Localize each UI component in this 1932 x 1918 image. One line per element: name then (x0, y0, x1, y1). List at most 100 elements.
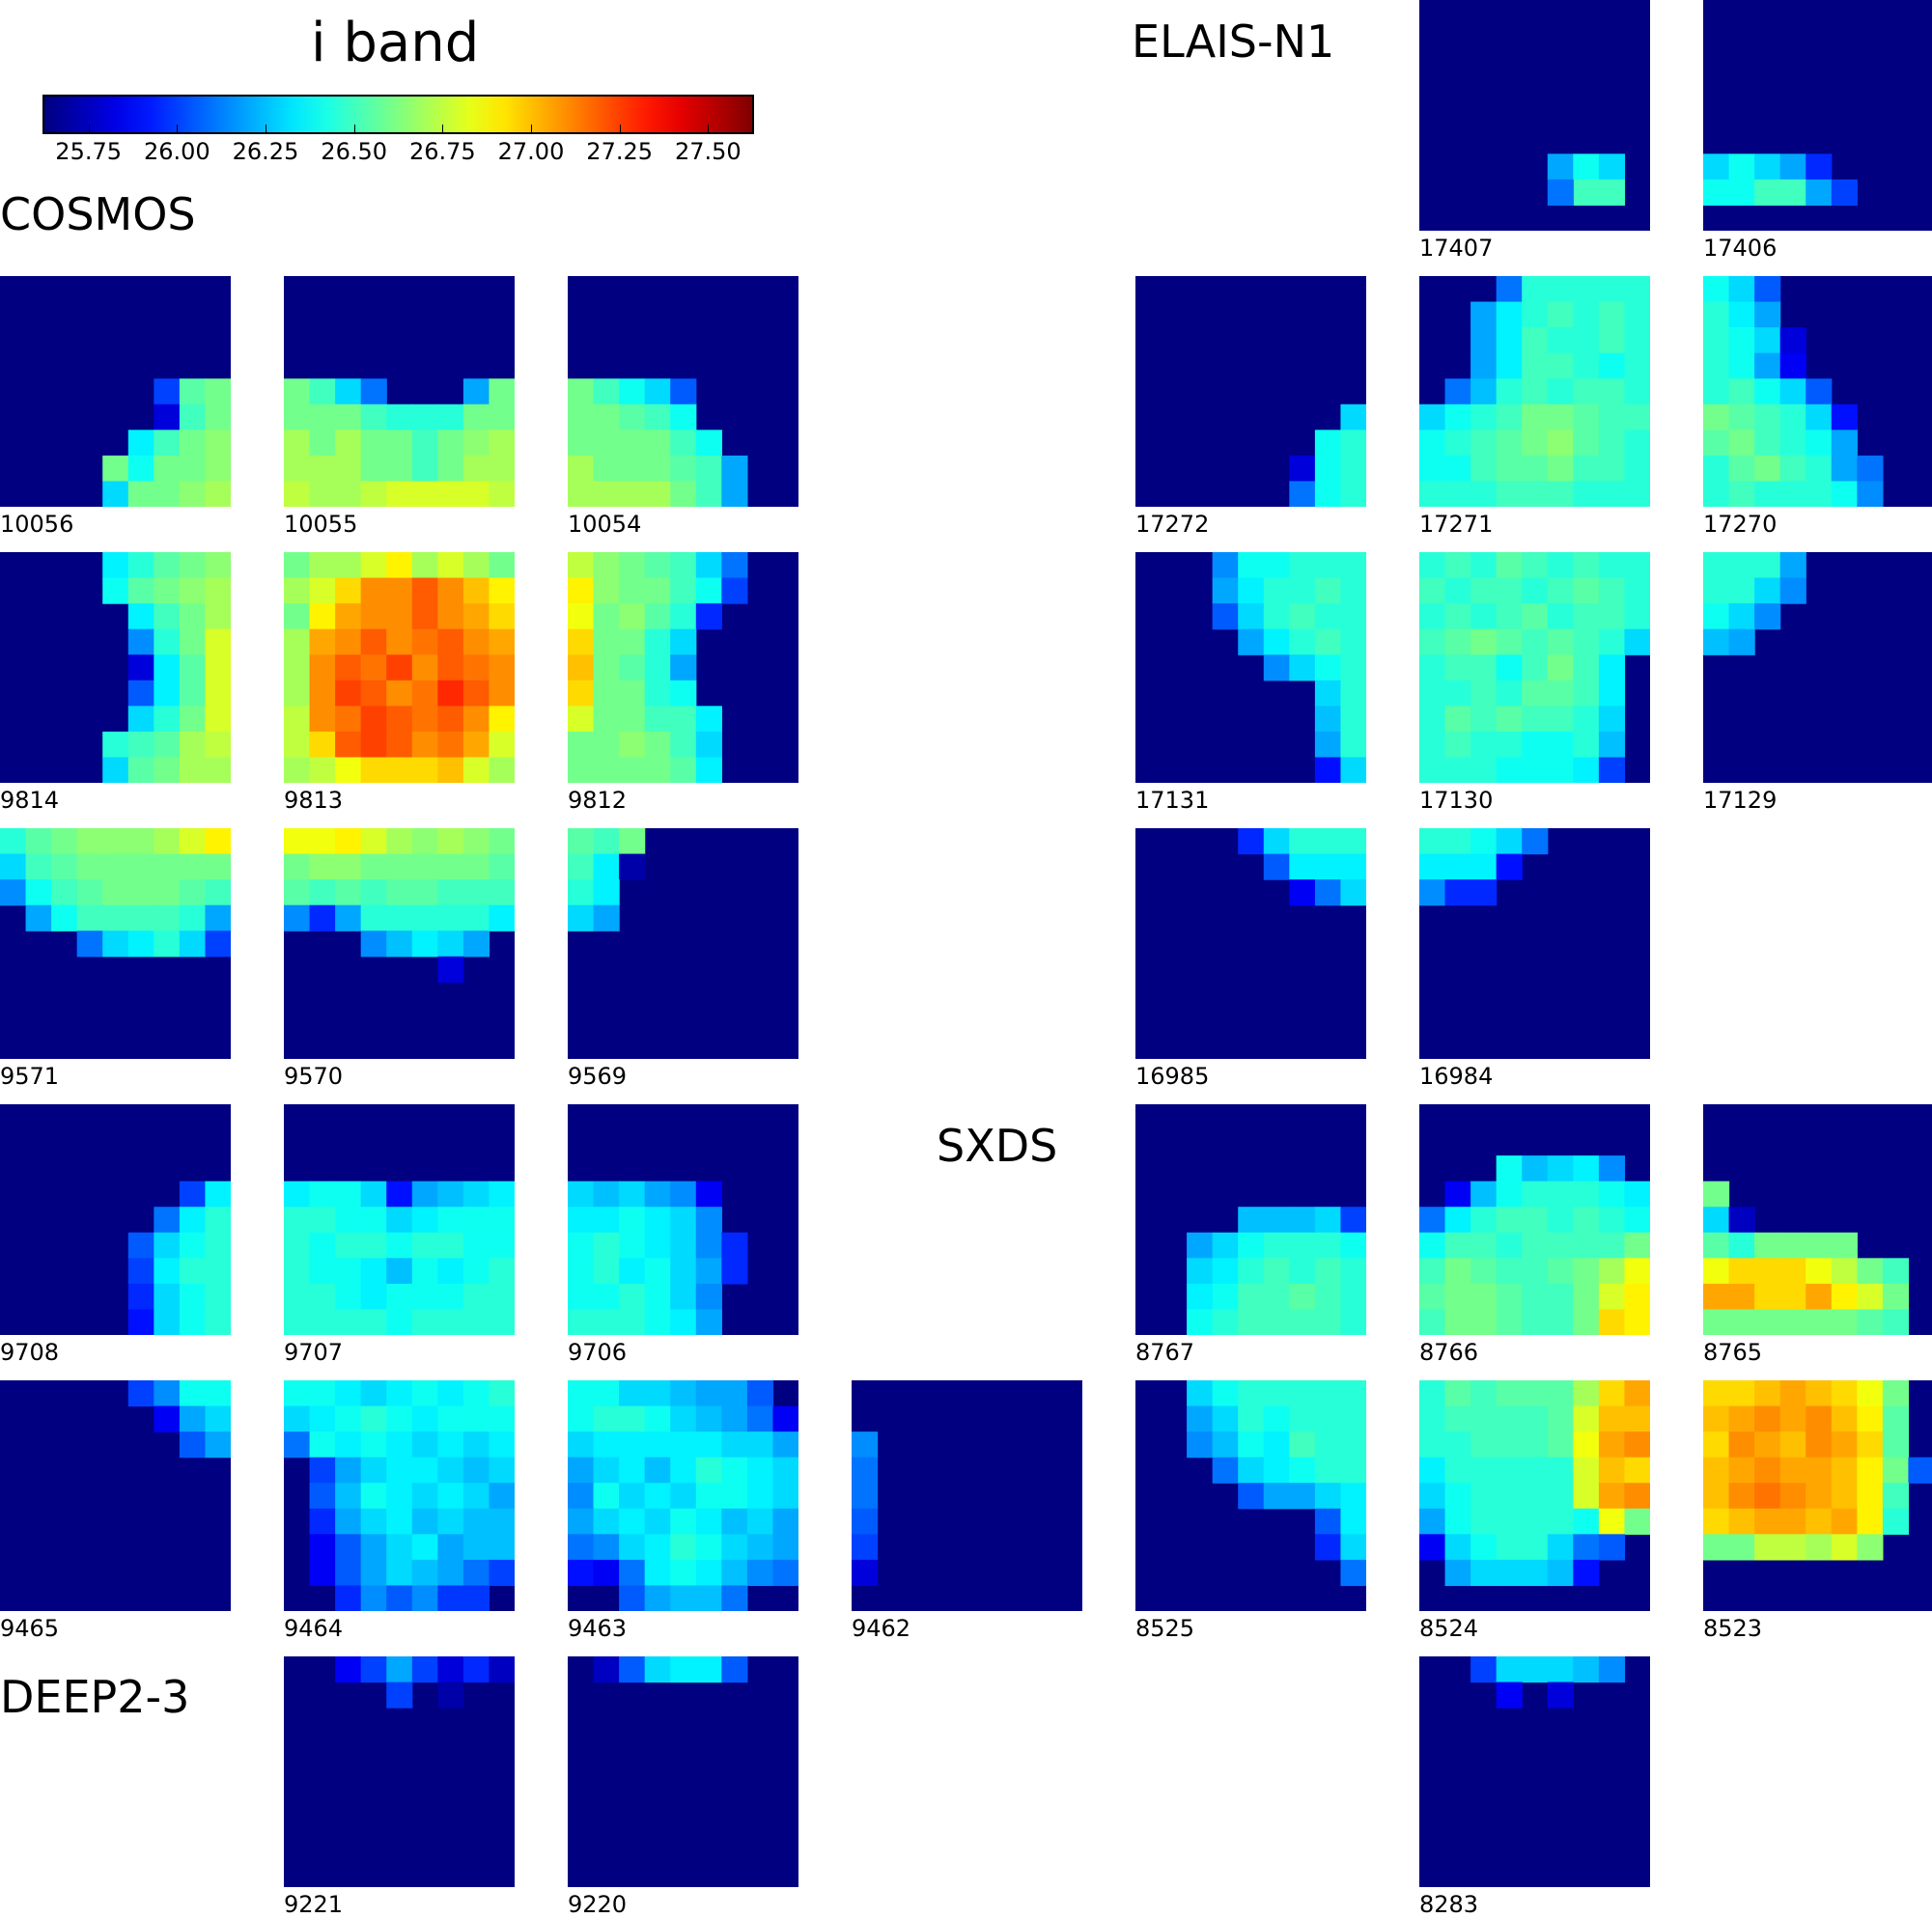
heatmap-cell (489, 577, 515, 604)
heatmap-cell (1598, 757, 1626, 783)
heatmap-cell (1728, 403, 1755, 431)
heatmap-cell (695, 1309, 722, 1335)
tile-17407 (1419, 0, 1650, 231)
heatmap-cell (1547, 430, 1574, 457)
heatmap-cell (1444, 481, 1471, 507)
heatmap-cell (0, 879, 27, 906)
heatmap-cell (746, 1534, 774, 1561)
heatmap-cell (619, 1559, 646, 1587)
heatmap-cell (670, 1283, 697, 1311)
heatmap-cell (386, 455, 413, 483)
tile-heatmap (284, 828, 515, 983)
heatmap-cell (1444, 1207, 1471, 1234)
heatmap-cell (309, 628, 336, 655)
heatmap-cell (1470, 403, 1498, 431)
heatmap-cell (1624, 455, 1650, 483)
heatmap-cell (386, 603, 413, 630)
heatmap-cell (284, 552, 311, 579)
heatmap-cell (1419, 1457, 1446, 1484)
heatmap-cell (1522, 628, 1549, 655)
heatmap-cell (360, 828, 387, 855)
heatmap-cell (1470, 378, 1498, 405)
heatmap-cell (593, 1232, 620, 1259)
heatmap-cell (386, 1457, 413, 1484)
heatmap-cell (1470, 1559, 1498, 1587)
heatmap-cell (154, 552, 181, 579)
heatmap-cell (1314, 577, 1342, 604)
heatmap-cell (127, 1309, 154, 1335)
heatmap-cell (284, 628, 311, 655)
heatmap-cell (1728, 327, 1755, 354)
heatmap-cell (1779, 1432, 1806, 1459)
tile-heatmap (1238, 828, 1366, 906)
heatmap-cell (1289, 1432, 1316, 1459)
heatmap-cell (1624, 628, 1650, 655)
heatmap-cell (1598, 1483, 1626, 1510)
heatmap-cell (695, 1405, 722, 1432)
heatmap-cell (462, 1181, 490, 1208)
heatmap-cell (1470, 1207, 1498, 1234)
heatmap-cell (721, 1432, 748, 1459)
heatmap-cell (309, 577, 336, 604)
heatmap-cell (1754, 153, 1781, 181)
heatmap-cell (411, 757, 438, 783)
heatmap-cell (1314, 1534, 1342, 1561)
heatmap-cell (1857, 1258, 1884, 1285)
heatmap-cell (437, 1559, 464, 1587)
heatmap-cell (1598, 1457, 1626, 1484)
heatmap-cell (1444, 1309, 1471, 1335)
heatmap-cell (1728, 301, 1755, 328)
heatmap-cell (1598, 352, 1626, 379)
heatmap-cell (593, 1656, 620, 1683)
heatmap-cell (437, 1432, 464, 1459)
heatmap-cell (462, 1207, 490, 1234)
heatmap-cell (619, 455, 646, 483)
tile-17271 (1419, 276, 1650, 507)
heatmap-cell (1806, 1232, 1833, 1259)
heatmap-cell (335, 1483, 362, 1510)
heatmap-cell (593, 654, 620, 681)
heatmap-cell (437, 931, 464, 958)
tile-heatmap (1703, 552, 1806, 655)
heatmap-cell (127, 1258, 154, 1285)
heatmap-cell (1779, 1508, 1806, 1535)
heatmap-cell (1419, 1283, 1446, 1311)
heatmap-cell (1728, 1457, 1755, 1484)
heatmap-cell (670, 378, 697, 405)
heatmap-cell (1522, 603, 1549, 630)
heatmap-cell (489, 731, 515, 759)
heatmap-cell (1522, 1309, 1549, 1335)
heatmap-cell (1547, 481, 1574, 507)
tile-label: 17270 (1703, 511, 1778, 538)
tile-heatmap (1703, 1380, 1932, 1561)
heatmap-cell (1419, 455, 1446, 483)
heatmap-cell (1522, 301, 1549, 328)
heatmap-cell (721, 1585, 748, 1611)
heatmap-cell (284, 1309, 311, 1335)
heatmap-cell (670, 1181, 697, 1208)
heatmap-cell (619, 1508, 646, 1535)
heatmap-cell (568, 577, 595, 604)
tile-9464 (284, 1380, 515, 1611)
heatmap-cell (462, 879, 490, 906)
heatmap-cell (309, 904, 336, 931)
heatmap-cell (335, 1508, 362, 1535)
tile-heatmap (127, 1380, 231, 1459)
heatmap-cell (1522, 403, 1549, 431)
heatmap-cell (670, 706, 697, 733)
tile-label: 9812 (568, 787, 628, 814)
heatmap-cell (386, 757, 413, 783)
heatmap-cell (489, 1181, 515, 1208)
heatmap-cell (593, 853, 620, 880)
heatmap-cell (179, 879, 207, 906)
tile-label: 16985 (1135, 1063, 1210, 1090)
heatmap-cell (1289, 1207, 1316, 1234)
heatmap-cell (102, 931, 129, 958)
heatmap-cell (1419, 757, 1446, 783)
heatmap-cell (1754, 1283, 1781, 1311)
heatmap-cell (25, 904, 52, 931)
heatmap-cell (411, 931, 438, 958)
heatmap-cell (411, 1232, 438, 1259)
heatmap-cell (644, 1181, 671, 1208)
